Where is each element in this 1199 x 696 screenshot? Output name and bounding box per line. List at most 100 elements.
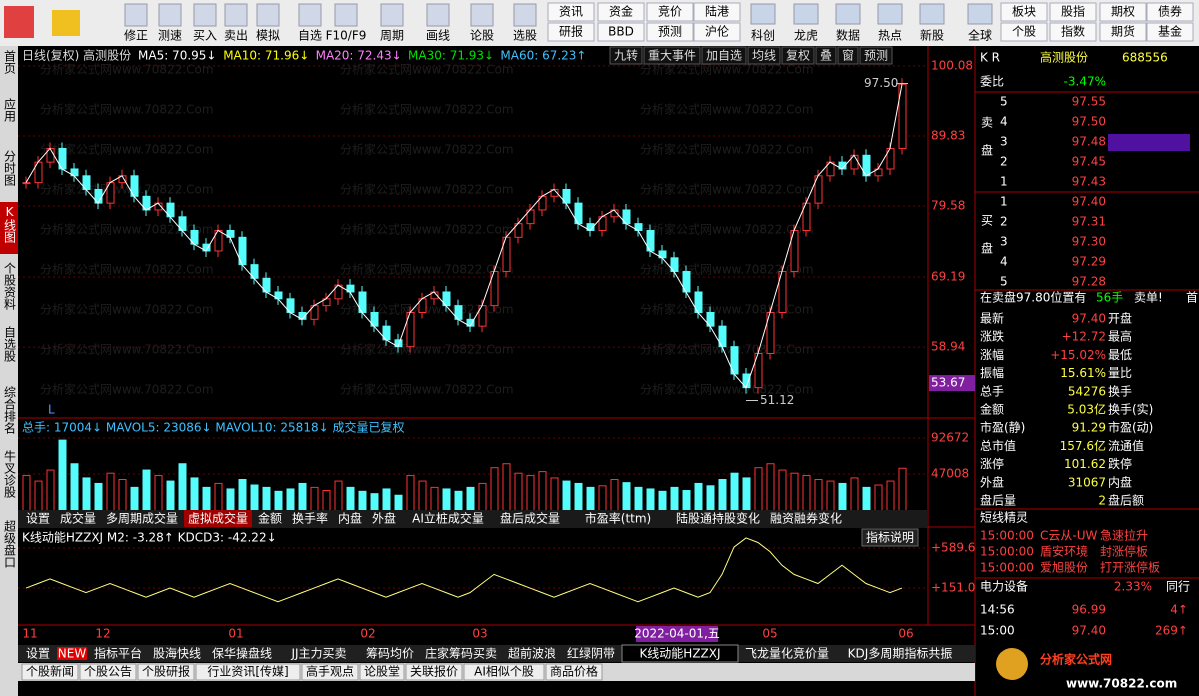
tool-button[interactable] [646,22,694,42]
tool-icon[interactable] [298,3,322,27]
tab[interactable]: NEW [58,647,87,661]
side-tab[interactable]: 综合排名 [3,386,17,434]
button-label[interactable]: 基金 [1158,24,1182,39]
tool-label[interactable]: F10/F9 [326,29,367,43]
tool-button[interactable] [1000,22,1048,42]
side-tab[interactable]: 首页 [3,50,17,75]
button-label[interactable]: 指标说明 [866,530,914,545]
tool-button[interactable] [693,22,741,42]
tool-label[interactable]: 周期 [380,29,404,43]
button-label[interactable]: 沪伦 [705,24,729,39]
button-label[interactable]: 个股 [1012,25,1036,39]
chart-tool-label[interactable]: 窗 [842,49,854,63]
tool-button[interactable] [547,2,595,22]
tab[interactable]: K线动能HZZXJ [639,647,720,661]
button-label[interactable]: 期货 [1111,24,1135,39]
chart-tool[interactable] [643,46,701,65]
tab-label[interactable]: 个股新闻 [26,664,74,679]
tool-button[interactable] [1000,2,1048,22]
button-label[interactable]: 资金 [609,4,633,19]
tool-label[interactable]: 选股 [513,29,537,43]
tab-label[interactable]: 行业资讯[传媒] [207,664,288,679]
tool-icon[interactable] [967,3,993,25]
button-label[interactable]: 资讯 [559,5,583,19]
side-tab[interactable]: 自选股 [3,326,17,363]
tool-icon[interactable] [793,3,819,25]
button-label[interactable]: 债券 [1158,4,1182,19]
tool-button[interactable] [1146,2,1194,22]
side-tab[interactable]: 牛叉诊股 [3,449,17,499]
chart-tool-label[interactable]: 重大事件 [648,49,696,63]
tool-button[interactable] [547,22,595,42]
tab-label[interactable]: 论股堂 [364,665,400,679]
tool-icon[interactable] [426,3,450,27]
tool-label[interactable]: 全球 [968,28,992,43]
tool-label[interactable]: 修正 [124,28,148,43]
tab[interactable]: AI立桩成交量 [412,511,484,526]
tab[interactable]: 股海快线 [153,646,201,661]
chart-tool-label[interactable]: 九转 [614,48,638,63]
tab[interactable]: 融资融券变化 [770,511,842,526]
tab[interactable]: 超前波浪 [508,646,556,661]
tab[interactable]: 筹码均价 [366,647,414,661]
tool-icon[interactable] [835,3,861,25]
tab[interactable]: 成交量 [60,511,96,526]
button-label[interactable]: 股指 [1061,4,1085,19]
tab[interactable] [359,663,405,681]
back-icon[interactable] [52,10,80,36]
chart-tool[interactable] [859,46,893,65]
tool-icon[interactable] [470,3,494,27]
tab-label[interactable]: 关联报价 [410,664,458,679]
chart-tool-label[interactable]: 叠 [820,49,832,63]
tab[interactable]: 庄家筹码买卖 [425,646,497,661]
chart-tool[interactable] [781,46,815,65]
tool-button[interactable] [1099,2,1147,22]
tool-label[interactable]: 科创 [751,29,775,43]
tool-button[interactable] [1049,22,1097,42]
tab[interactable]: JJ主力买卖 [290,647,346,661]
tab[interactable]: 换手率 [292,511,328,526]
tool-icon[interactable] [750,3,776,25]
button-label[interactable]: 板块 [1012,5,1036,19]
tool-button[interactable] [646,2,694,22]
tool-icon[interactable] [224,3,248,27]
chart-tool-label[interactable]: 均线 [752,49,776,63]
tab[interactable] [21,663,79,681]
chart-tool-label[interactable]: 加自选 [706,49,742,63]
tab[interactable]: 市盈率(ttm) [585,511,651,526]
tab[interactable]: 飞龙量化竞价量 [745,647,829,661]
tool-label[interactable]: 数据 [836,28,860,43]
tab-label[interactable]: 高手观点 [306,664,354,679]
tool-label[interactable]: 买入 [193,29,217,43]
tool-button[interactable] [1146,22,1194,42]
tab[interactable]: KDJ多周期指标共振 [848,646,953,661]
tool-label[interactable]: 热点 [878,29,902,43]
button[interactable] [861,528,919,547]
tool-button[interactable] [1099,22,1147,42]
tab[interactable] [301,663,359,681]
tool-icon[interactable] [256,3,280,27]
side-tab[interactable]: 超级盘口 [3,519,17,568]
tab[interactable]: 保华操盘线 [212,646,272,661]
tool-label[interactable]: 龙虎 [794,29,818,43]
button-label[interactable]: BBD [608,25,634,39]
tab[interactable]: 指标平台 [94,646,142,661]
tool-button[interactable] [1049,2,1097,22]
tab[interactable]: 盘后成交量 [500,511,560,526]
tab-label[interactable]: 个股公告 [84,665,132,679]
tool-label[interactable]: 卖出 [224,29,248,43]
tab[interactable]: 设置 [26,647,50,661]
button-label[interactable]: 指数 [1061,24,1085,39]
tab[interactable] [463,663,545,681]
chart-tool-label[interactable]: 预测 [864,49,888,63]
tab[interactable]: 红绿阴带 [567,646,615,661]
tab-label[interactable]: 个股研报 [142,664,190,679]
tab[interactable] [195,663,301,681]
tab[interactable]: 陆股通持股变化 [676,511,760,526]
tool-button[interactable] [597,22,645,42]
button-label[interactable]: 研报 [559,24,583,39]
tool-icon[interactable] [193,3,217,27]
tool-icon[interactable] [124,3,148,27]
tab[interactable]: 金额 [258,511,282,526]
tab[interactable]: 设置 [26,512,50,526]
